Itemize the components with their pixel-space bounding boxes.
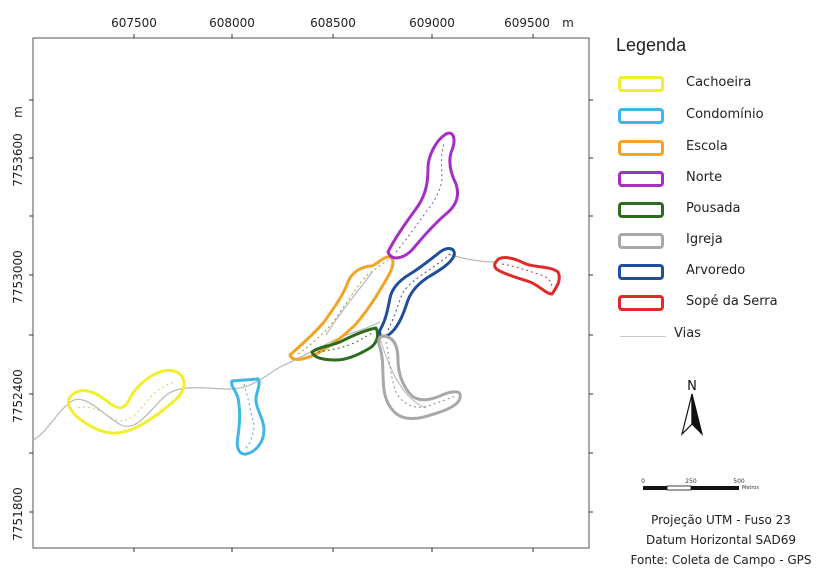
scale-bar: 0 250 500 Metros (641, 478, 759, 491)
legend-swatch (618, 171, 664, 187)
legend-item-norte: Norte (618, 170, 818, 191)
x-ticks-top (133, 34, 534, 552)
legend-label: Vias (674, 326, 701, 341)
route-arvoredo-track (387, 253, 451, 331)
legend-label: Norte (686, 170, 723, 185)
y-ticks-left (29, 99, 593, 513)
legend-label: Arvoredo (686, 263, 746, 278)
y-unit-label: m (11, 106, 25, 118)
north-arrow-icon: N (680, 379, 704, 436)
legend-item-cachoeira: Cachoeira (618, 75, 818, 96)
legend-swatch (618, 295, 664, 311)
route-igreja (377, 334, 462, 420)
legend-swatch (618, 202, 664, 218)
legend-swatch (618, 233, 664, 249)
route-condominio-track (243, 383, 255, 449)
route-sope-da-serra (493, 256, 561, 296)
map-frame (32, 37, 590, 549)
x-unit-label: m (562, 16, 574, 30)
x-tick-label: 608000 (209, 16, 255, 30)
y-tick-label: 7751800 (11, 487, 25, 540)
north-letter: N (687, 379, 697, 394)
source-text: Fonte: Coleta de Campo - GPS (630, 553, 812, 567)
legend-item-vias: Vias (620, 326, 820, 347)
x-tick-label: 608500 (310, 16, 356, 30)
legend-item-igreja: Igreja (618, 232, 818, 253)
legend-swatch (618, 108, 664, 124)
route-cachoeira (67, 369, 186, 435)
legend-item-pousada: Pousada (618, 201, 818, 222)
legend-swatch (618, 76, 664, 92)
route-sope-da-serra-track (501, 263, 553, 289)
legend-label: Condomínio (686, 107, 764, 122)
route-norte (386, 131, 460, 260)
legend-label: Escola (686, 139, 728, 154)
road-line (325, 271, 373, 336)
road-line (447, 253, 497, 263)
scale-label: 250 (685, 478, 697, 485)
x-tick-label: 609000 (409, 16, 455, 30)
route-igreja-track (385, 341, 457, 408)
legend-item-sope-da-serra: Sopé da Serra (618, 294, 818, 315)
legend-item-condominio: Condomínio (618, 107, 818, 128)
legend-label: Cachoeira (686, 75, 752, 90)
route-pousada (310, 326, 380, 362)
route-escola-track (297, 259, 389, 355)
legend-label: Pousada (686, 201, 741, 216)
scale-label: 0 (641, 478, 645, 485)
y-tick-label: 7753600 (11, 133, 25, 186)
legend-label: Igreja (686, 232, 723, 247)
datum-text: Datum Horizontal SAD69 (645, 533, 797, 547)
map-credits: Projeção UTM - Fuso 23 Datum Horizontal … (612, 510, 829, 570)
route-pousada-track (317, 331, 375, 353)
legend-title: Legenda (616, 35, 687, 55)
vias-line (620, 336, 666, 337)
road-line (379, 337, 427, 409)
projection-text: Projeção UTM - Fuso 23 (651, 513, 791, 527)
legend-swatch (618, 264, 664, 280)
x-tick-label: 607500 (111, 16, 157, 30)
map-canvas: 607500 608000 608500 609000 609500 m m 7… (11, 16, 593, 552)
y-tick-label: 7753000 (11, 250, 25, 303)
y-tick-label: 7752400 (11, 369, 25, 422)
legend-label: Sopé da Serra (686, 294, 778, 309)
legend-item-arvoredo: Arvoredo (618, 263, 818, 284)
legend-swatch (618, 140, 664, 156)
scale-unit: Metros (742, 485, 759, 491)
road-line (32, 321, 381, 441)
route-condominio (230, 377, 266, 456)
route-arvoredo (378, 247, 456, 338)
x-tick-label: 609500 (504, 16, 550, 30)
legend-item-escola: Escola (618, 139, 818, 160)
route-cachoeira-track (77, 381, 177, 422)
scale-label: 500 (733, 478, 745, 485)
